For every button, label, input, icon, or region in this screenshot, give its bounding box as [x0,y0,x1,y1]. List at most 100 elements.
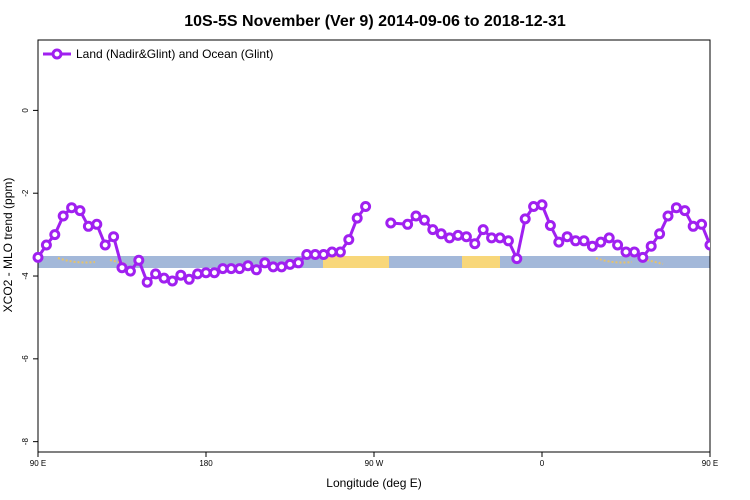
data-point [511,253,523,265]
data-point [116,262,128,274]
data-point [645,240,657,252]
data-point [225,263,237,275]
data-point [250,264,262,276]
data-point [662,210,674,222]
data-point [334,246,346,258]
data-point [654,228,666,240]
data-point [343,234,355,246]
data-point [670,202,682,214]
x-tick-label: 90 E [702,459,718,468]
data-point [40,239,52,251]
data-point [427,224,439,236]
data-point [502,235,514,247]
data-point [469,238,481,250]
land-band-africa [462,256,500,268]
x-tick-label: 90 W [365,459,384,468]
island-marks-east [595,257,664,265]
data-point [217,263,229,275]
x-tick-label: 0 [540,459,545,468]
data-point [150,268,162,280]
data-point [158,272,170,284]
data-point [494,232,506,244]
data-point [603,232,615,244]
data-point [679,205,691,217]
data-point [385,217,397,229]
data-point [561,231,573,243]
data-point [183,273,195,285]
data-point [242,260,254,272]
data-point [460,231,472,243]
y-tick-label: 0 [21,108,30,113]
data-point [66,202,78,214]
x-axis-label: Longitude (deg E) [326,476,421,490]
data-point [32,251,44,263]
data-point [166,275,178,287]
data-point [234,263,246,275]
data-point [108,231,120,243]
data-point [687,220,699,232]
data-point [410,210,422,222]
data-point [477,224,489,236]
x-tick-label: 90 E [30,459,46,468]
data-point [452,229,464,241]
data-point [536,199,548,211]
data-point [49,229,61,241]
data-point [192,268,204,280]
legend: Land (Nadir&Glint) and Ocean (Glint) [43,47,273,61]
data-point [74,205,86,217]
data-point [276,261,288,273]
data-point [82,220,94,232]
y-tick-label: -6 [21,355,30,363]
data-point [351,212,363,224]
data-point [620,246,632,258]
data-point [133,254,145,266]
y-tick-label: -4 [21,272,30,280]
data-point [360,201,372,212]
data-point [696,218,708,230]
data-point [259,257,271,269]
data-point [435,228,447,240]
data-point [99,239,111,251]
data-point [553,236,565,248]
chart-title: 10S-5S November (Ver 9) 2014-09-06 to 20… [184,13,566,30]
data-point [486,232,498,244]
series-line [390,203,710,261]
data-point [578,235,590,247]
data-point [402,218,414,230]
data-point [124,265,136,277]
data-point [444,232,456,244]
data-point [418,214,430,226]
data-point [292,257,304,269]
data-point [519,213,531,225]
data-point [586,240,598,252]
data-point [544,220,556,231]
series-layer [32,199,710,288]
data-point [570,235,582,247]
data-point [612,239,624,251]
axes: 90 E 180 90 W 0 90 E 0 -2 -4 -6 -8 [21,39,718,468]
data-point [284,258,296,270]
data-point [301,249,313,260]
data-point [57,210,69,222]
data-point [200,267,212,279]
data-point [628,246,640,258]
data-point [595,236,607,248]
y-tick-label: -2 [21,189,30,197]
legend-marker-swatch [51,48,63,60]
data-point [175,269,187,281]
land-band-south-america [323,256,389,268]
data-point [208,267,220,279]
data-point [267,261,279,273]
y-tick-label: -8 [21,438,30,446]
data-point [326,246,338,258]
y-axis-label: XCO2 - MLO trend (ppm) [1,178,15,313]
data-point [91,218,103,230]
data-point [528,201,540,212]
data-point [704,239,710,251]
plot-frame [37,39,711,453]
legend-label: Land (Nadir&Glint) and Ocean (Glint) [76,47,273,61]
data-point [318,249,330,260]
data-point [309,249,321,260]
data-point [141,276,153,288]
